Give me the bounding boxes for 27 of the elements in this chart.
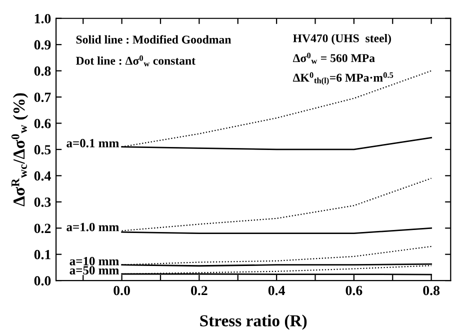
annotation: ΔK$^{0}$$_{th(l)}$=6 MPa·m$^{0.5}$ bbox=[292, 72, 394, 85]
y-tick-label: 0.3 bbox=[34, 197, 51, 207]
y-tick-label: 0.9 bbox=[34, 40, 51, 50]
x-axis-title: Stress ratio (R) bbox=[200, 314, 307, 330]
annotation: Solid line : Modified Goodman bbox=[76, 35, 232, 44]
annotation: a=1.0 mm bbox=[66, 222, 119, 232]
y-tick-label: 1.0 bbox=[34, 14, 51, 24]
annotation: a=10 mm bbox=[70, 256, 119, 266]
y-tick-label: 0.7 bbox=[34, 92, 51, 102]
x-tick-label: 0.6 bbox=[346, 286, 362, 296]
y-tick-label: 0.0 bbox=[34, 276, 51, 286]
y-tick-label: 0.5 bbox=[34, 145, 51, 154]
y-tick-label: 0.1 bbox=[34, 250, 50, 260]
annotation: HV470 (UHS steel) bbox=[293, 34, 391, 45]
annotation: a=50 mm bbox=[70, 266, 119, 275]
x-tick-label: 0.0 bbox=[114, 286, 130, 296]
y-tick-label: 0.2 bbox=[34, 224, 51, 234]
y-tick-label: 0.6 bbox=[34, 118, 51, 128]
y-axis-title: Δσ$^{R}$$_{wc}$/Δσ$^{0}$$_{w}$ (%) bbox=[11, 93, 28, 206]
annotation: a=0.1 mm bbox=[66, 138, 119, 148]
x-tick-label: 0.4 bbox=[268, 286, 285, 296]
annotation: Δσ$^{0}$$_{w}$ = 560 MPa bbox=[292, 52, 375, 64]
x-tick-label: 0.8 bbox=[423, 286, 440, 296]
annotation: Dot line : Δσ$^{0}$$_{w}$ constant bbox=[76, 55, 196, 66]
y-tick-label: 0.4 bbox=[34, 171, 51, 181]
x-tick-label: 0.2 bbox=[191, 286, 208, 296]
y-tick-label: 0.8 bbox=[34, 66, 51, 76]
